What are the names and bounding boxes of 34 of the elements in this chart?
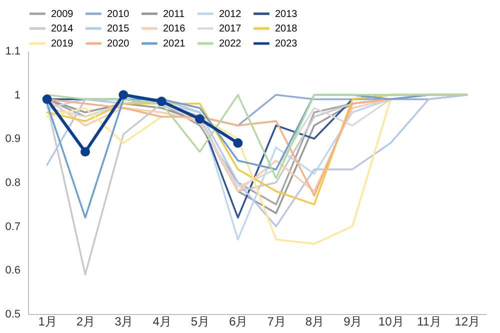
y-tick-label: 0.5 — [5, 308, 20, 320]
legend-label: 2019 — [51, 38, 74, 50]
x-tick-label: 1月 — [38, 314, 57, 328]
legend-label: 2011 — [163, 8, 185, 20]
y-tick-label: 0.6 — [5, 264, 20, 277]
x-tick-label: 8月 — [305, 314, 324, 328]
y-tick-label: 0.8 — [5, 177, 20, 189]
x-tick-label: 5月 — [190, 314, 210, 328]
y-tick-label: 1 — [14, 89, 20, 102]
legend-label: 2009 — [51, 8, 74, 20]
x-tick-label: 4月 — [152, 314, 172, 328]
x-tick-label: 6月 — [229, 314, 248, 328]
x-tick-label: 11月 — [417, 314, 442, 328]
legend-label: 2023 — [275, 38, 298, 50]
x-tick-label: 9月 — [344, 314, 362, 328]
legend-label: 2020 — [107, 38, 130, 50]
legend-label: 2022 — [219, 38, 242, 50]
y-tick-label: 1.1 — [5, 46, 20, 58]
x-tick-label: 2月 — [76, 314, 96, 328]
legend-label: 2010 — [107, 8, 130, 20]
legend-label: 2017 — [219, 24, 242, 34]
x-tick-label: 10月 — [378, 314, 404, 328]
legend-label: 2021 — [163, 38, 186, 50]
y-tick-label: 0.9 — [5, 133, 20, 146]
legend-label: 2013 — [275, 8, 298, 20]
x-tick-label: 12月 — [454, 314, 480, 328]
legend-label: 2014 — [51, 24, 74, 34]
y-tick-label: 0.7 — [5, 220, 20, 233]
legend-label: 2015 — [107, 24, 130, 34]
legend-label: 2018 — [275, 24, 298, 34]
legend-label: 2016 — [163, 24, 186, 34]
x-tick-label: 7月 — [267, 314, 286, 328]
legend-label: 2012 — [219, 8, 242, 20]
x-tick-label: 3月 — [114, 314, 134, 328]
